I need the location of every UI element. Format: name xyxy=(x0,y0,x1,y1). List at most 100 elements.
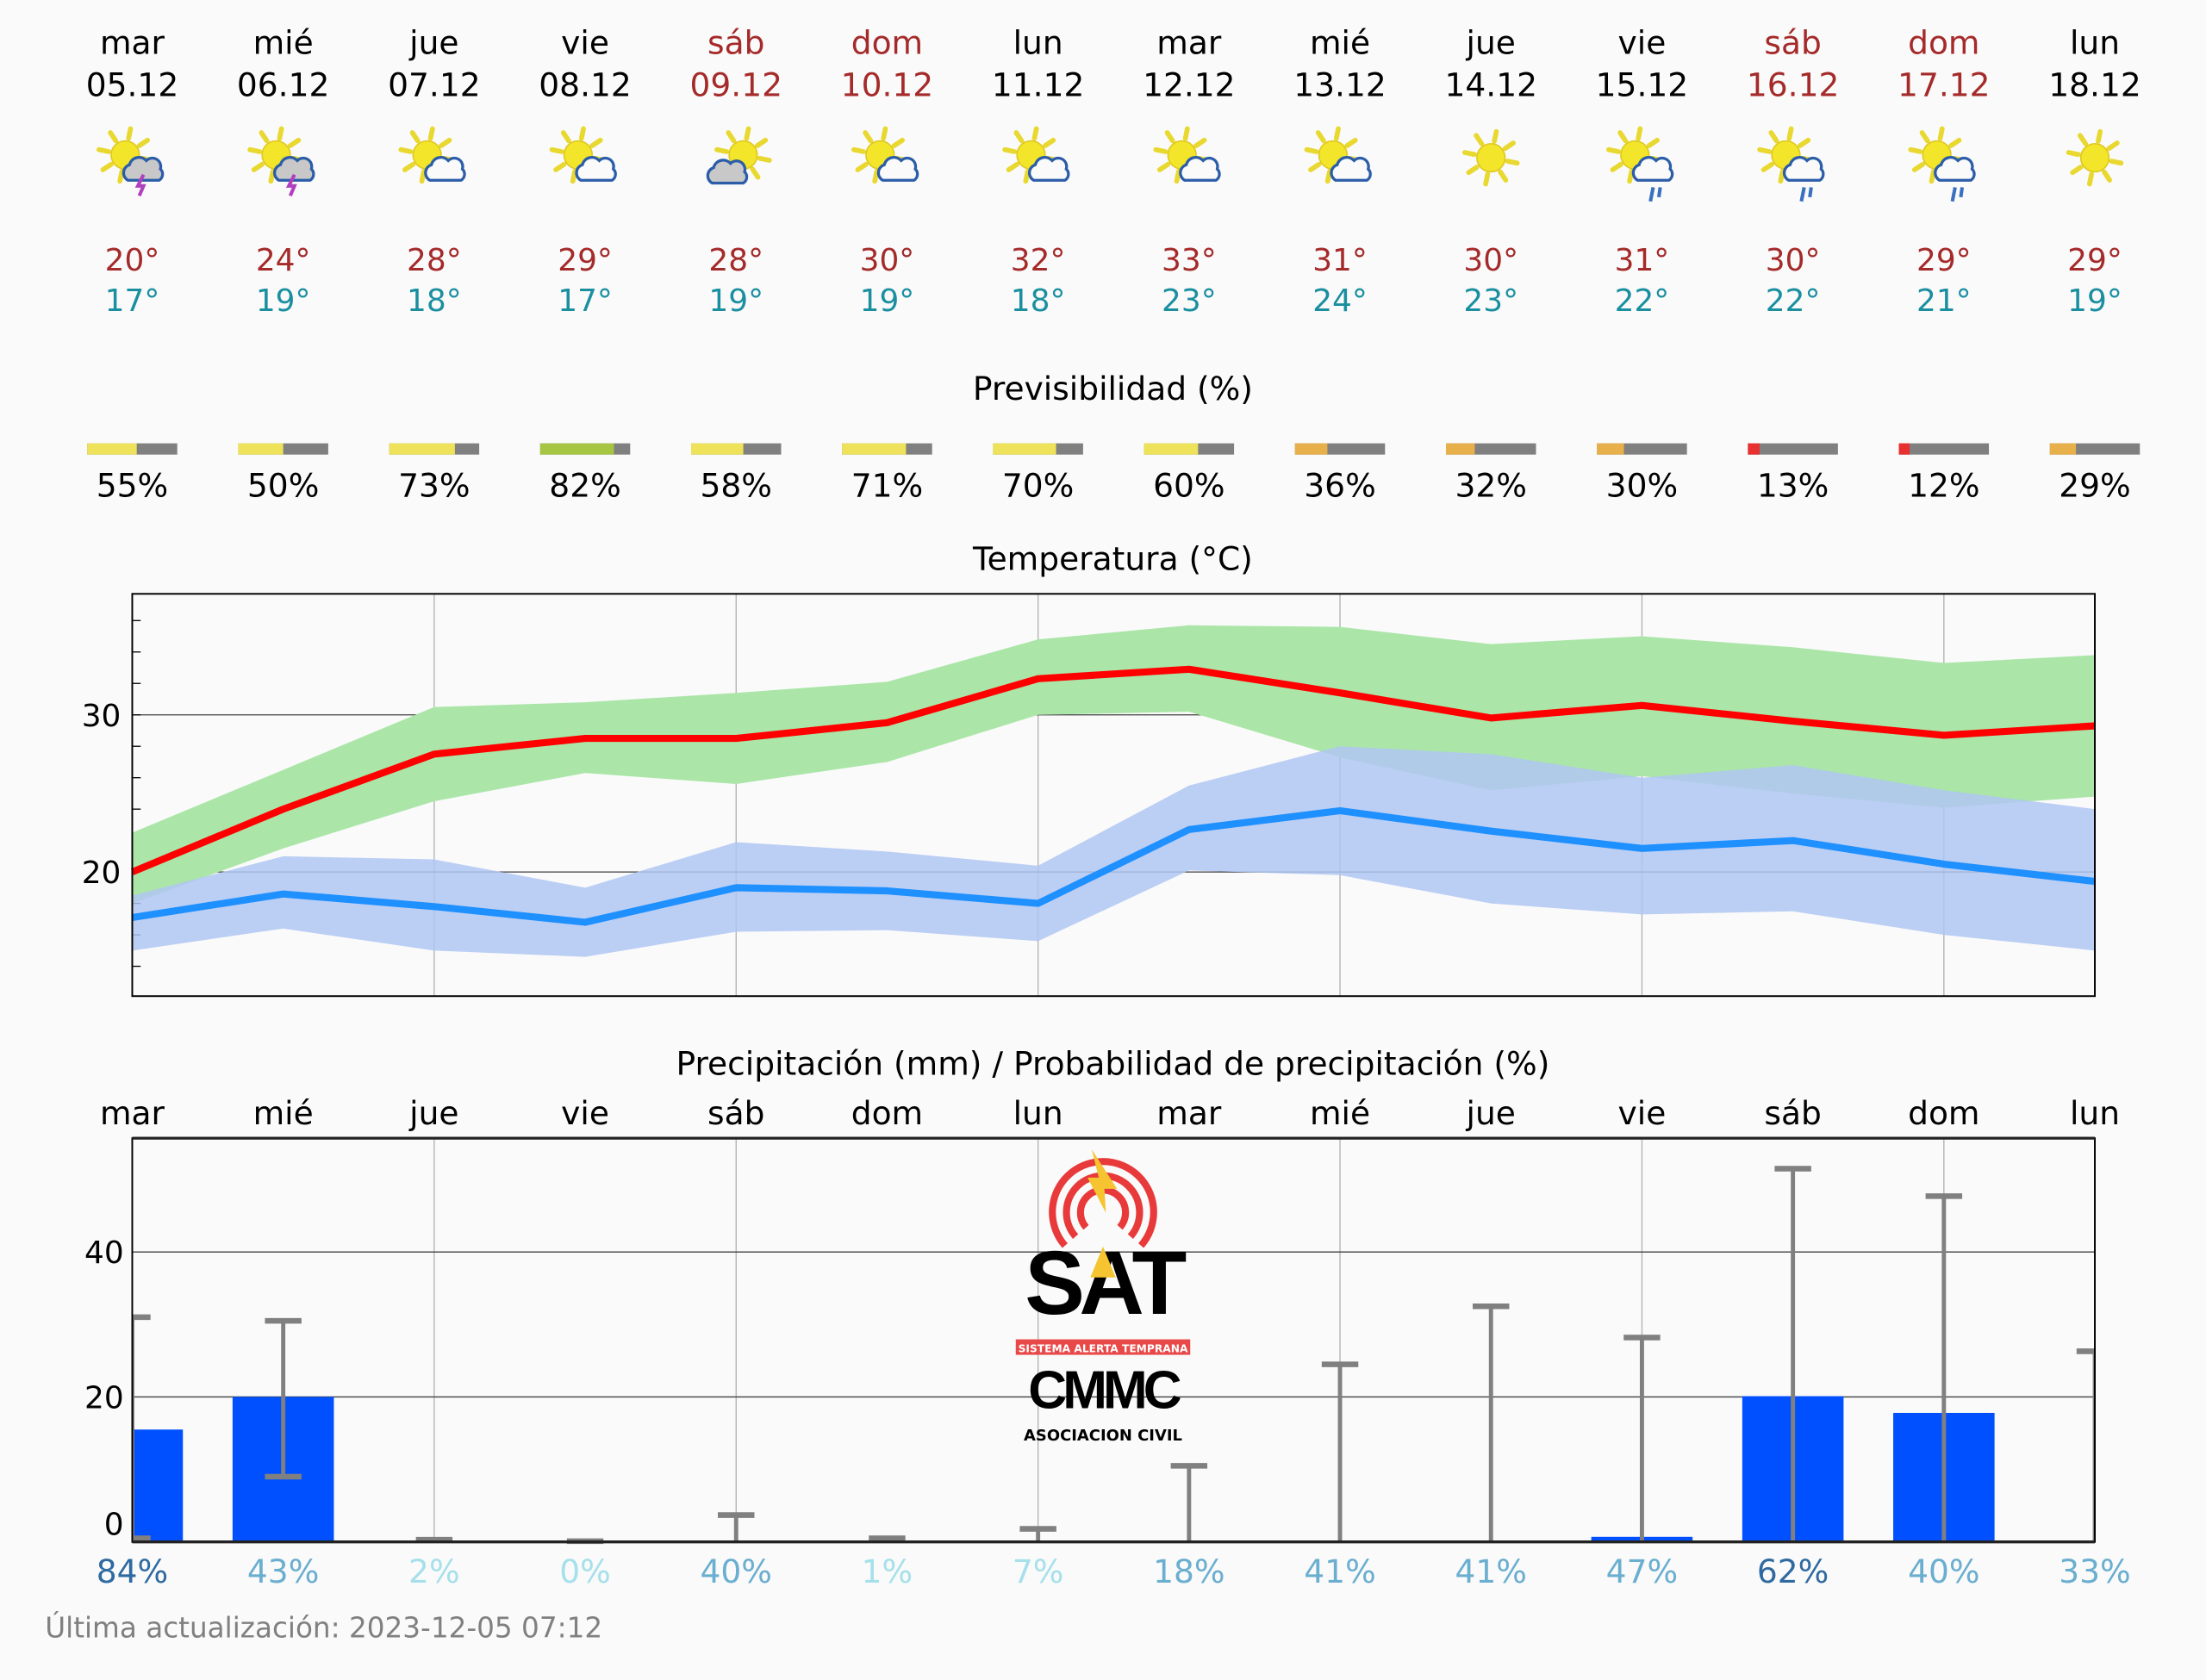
sun-ray xyxy=(439,137,452,148)
sun-ray xyxy=(1304,146,1319,154)
day-date: 16.12 xyxy=(1747,65,1840,103)
sun-ray xyxy=(1760,161,1774,172)
day-name: dom xyxy=(1908,23,1979,61)
cloudy-sun-icon xyxy=(706,126,772,185)
day-date: 12.12 xyxy=(1143,65,1236,103)
sun-ray xyxy=(287,137,302,148)
predictability-label: 70% xyxy=(1002,467,1074,505)
temp-min: 22° xyxy=(1766,283,1821,319)
predictability-bar-fill xyxy=(993,443,1056,455)
sun-ray xyxy=(117,169,125,184)
max-temperature-line xyxy=(130,665,2096,875)
day-date: 09.12 xyxy=(690,65,782,103)
sun-rain-icon xyxy=(1757,126,1825,202)
day-date: 10.12 xyxy=(841,65,934,103)
sun-ray xyxy=(1911,161,1926,172)
precipitation-probability-label: 62% xyxy=(1757,1552,1829,1590)
precipitation-chart: mar mié jue vie sáb dom lun mar mié jue vie sáb dom l… xyxy=(84,1094,2131,1590)
sun-rain-icon xyxy=(1606,126,1674,202)
predictability-label: 12% xyxy=(1908,467,1979,505)
sun-ray xyxy=(560,130,571,144)
predictability-row: 55% 50% 73% 82% 58% 71% 70% 60% 36% 32% 30% 13% 12% 2… xyxy=(87,443,2141,505)
y-tick-label: 40 xyxy=(84,1235,124,1271)
temp-max: 28° xyxy=(407,243,462,278)
x-day-label: jue xyxy=(1466,1094,1516,1132)
predictability-bar-fill xyxy=(238,443,284,455)
sun-ray xyxy=(744,126,751,141)
sun-ray xyxy=(1610,161,1623,172)
predictability-label: 55% xyxy=(97,467,168,505)
temp-min: 19° xyxy=(256,283,311,319)
sun-ray xyxy=(100,161,114,172)
sun-ray xyxy=(1466,165,1480,176)
day-date: 17.12 xyxy=(1898,65,1991,103)
sun-ray xyxy=(891,137,905,148)
temp-min: 18° xyxy=(407,283,462,319)
sun-ray xyxy=(1002,146,1018,154)
predictability-bar-fill xyxy=(87,443,137,455)
predictability-bar-fill xyxy=(1748,443,1760,455)
cloud-shape xyxy=(575,156,617,182)
day-date: 07.12 xyxy=(388,65,481,103)
rain-drop xyxy=(1799,187,1806,202)
day-name: sáb xyxy=(1764,23,1821,61)
partly-cloudy-icon xyxy=(851,126,919,184)
predictability-title: Previsibilidad (%) xyxy=(973,370,1253,408)
predictability-label: 29% xyxy=(2059,467,2130,505)
temp-max: 28° xyxy=(708,243,763,278)
lightning-icon xyxy=(1087,1149,1118,1213)
sun-ray xyxy=(714,146,730,154)
sun-ray xyxy=(750,166,761,180)
sun-ray xyxy=(1948,137,1962,148)
x-day-label: jue xyxy=(408,1094,458,1132)
y-tick-label: 30 xyxy=(82,699,122,734)
cloud-shape xyxy=(706,159,749,185)
sun-ray xyxy=(398,146,414,154)
day-date: 15.12 xyxy=(1596,65,1689,103)
sun-ray xyxy=(1324,169,1332,184)
sun-ray xyxy=(1023,169,1031,184)
day-name: mié xyxy=(253,23,314,61)
sun-ray xyxy=(855,161,869,172)
sun-ray xyxy=(1013,130,1025,144)
temp-max: 30° xyxy=(1463,243,1518,278)
cloud-shape xyxy=(1179,156,1221,182)
x-day-label: mar xyxy=(1156,1094,1222,1132)
rain-drop xyxy=(1959,187,1965,198)
predictability-bar-fill xyxy=(1445,443,1475,455)
sun-ray xyxy=(2066,150,2081,158)
predictability-label: 32% xyxy=(1455,467,1527,505)
predictability-bar-fill xyxy=(1898,443,1910,455)
signal-arc xyxy=(1049,1158,1157,1248)
predictability-bar-fill xyxy=(1294,443,1328,455)
temp-max: 24° xyxy=(256,243,311,278)
predictability-bar-fill xyxy=(691,443,744,455)
logo-org-sub: ASOCIACION CIVIL xyxy=(1024,1427,1182,1445)
sun-ray xyxy=(1797,137,1811,148)
precipitation-probability-label: 84% xyxy=(97,1552,168,1590)
sun-ray xyxy=(851,146,866,154)
sun-ray xyxy=(1461,150,1477,158)
precipitation-probability-label: 41% xyxy=(1455,1552,1527,1590)
day-name: dom xyxy=(851,23,923,61)
sunny-icon xyxy=(2066,128,2124,187)
sun-ray xyxy=(427,126,435,141)
cloud-shape xyxy=(1330,156,1372,182)
sun-ray xyxy=(268,169,276,184)
rain-drop xyxy=(1950,187,1957,202)
day-date: 05.12 xyxy=(86,65,178,103)
temp-min: 19° xyxy=(708,283,763,319)
temp-min: 23° xyxy=(1463,283,1518,319)
predictability-label: 82% xyxy=(549,467,620,505)
sun-ray xyxy=(1498,169,1509,183)
cloud-shape xyxy=(876,156,919,182)
x-day-label: sáb xyxy=(1764,1094,1821,1132)
sun-ray xyxy=(881,126,888,141)
sun-ray xyxy=(2070,165,2084,176)
day-name: mar xyxy=(100,23,165,61)
sun-ray xyxy=(1344,137,1358,148)
temp-min: 23° xyxy=(1162,283,1217,319)
last-updated: Última actualización: 2023-12-05 07:12 xyxy=(45,1611,602,1645)
